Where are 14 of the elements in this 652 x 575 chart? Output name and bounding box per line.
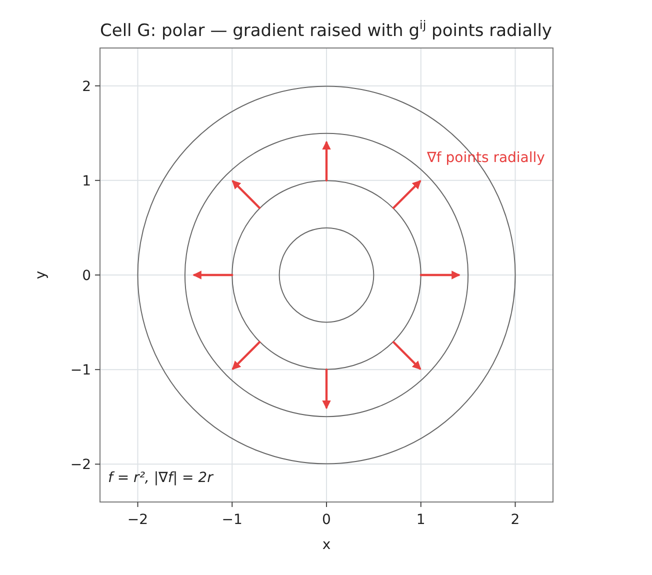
x-tick-label: 1 [416,512,426,528]
x-tick-label: 0 [322,512,331,528]
y-tick-label: 1 [82,173,91,190]
annotation: f = r², |∇f| = 2r [108,470,214,486]
chart-title: Cell G: polar — gradient raised with g$^{ij}$ points radially [100,18,552,41]
y-axis-title: y [33,270,49,280]
x-tick-label: −2 [127,512,148,528]
x-tick-label: 2 [510,512,520,528]
y-tick-label: 0 [82,268,91,284]
y-tick-label: 2 [82,78,91,95]
x-tick-label: −1 [222,512,242,528]
y-tick-label: −1 [70,362,91,379]
x-axis-title: x [322,537,331,553]
y-tick-label: −2 [70,457,91,474]
